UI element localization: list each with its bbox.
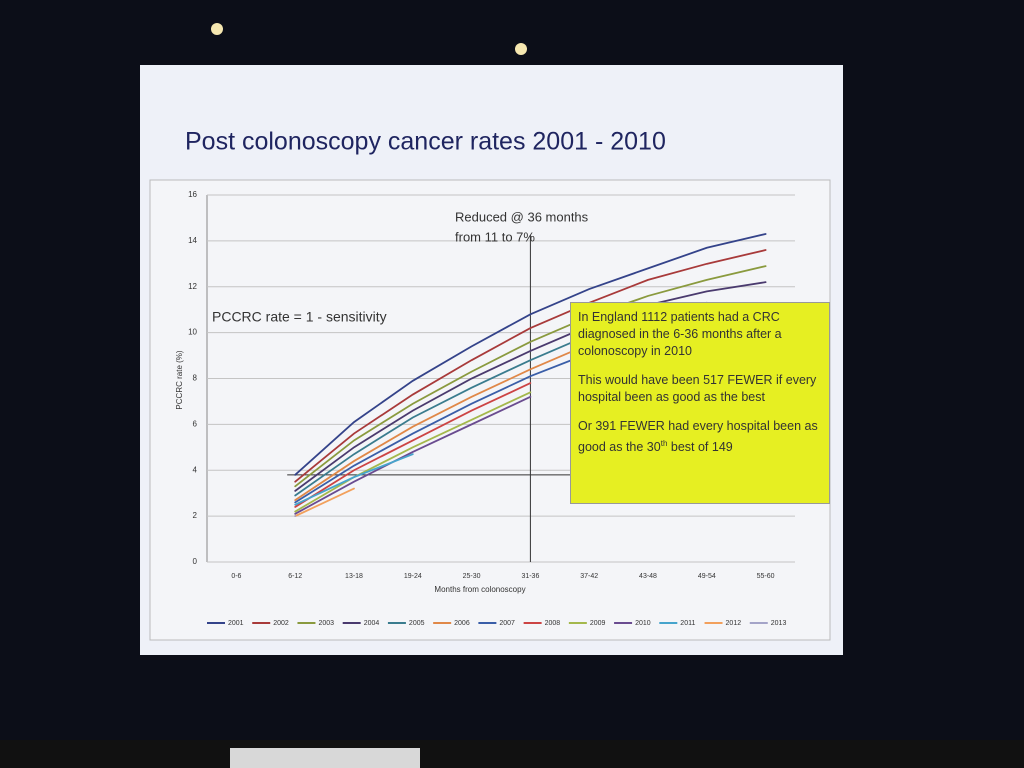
legend-label: 2011: [680, 620, 695, 627]
x-tick-label: 0-6: [231, 573, 241, 580]
annotation: PCCRC rate = 1 - sensitivity: [212, 309, 387, 325]
stage: [0, 740, 1024, 768]
legend-label: 2010: [635, 620, 651, 627]
legend-label: 2002: [273, 620, 289, 627]
callout-text: This would have been 517 FEWER if every …: [578, 373, 817, 404]
ceiling-light: [515, 43, 527, 55]
x-axis-label: Months from colonoscopy: [434, 585, 525, 594]
legend-label: 2008: [545, 620, 561, 627]
series-line: [294, 352, 591, 504]
y-tick-label: 16: [188, 190, 197, 199]
legend-label: 2001: [228, 620, 244, 627]
series-line: [294, 487, 355, 518]
legend-label: 2003: [318, 620, 334, 627]
series-line: [294, 249, 767, 483]
x-tick-label: 25-30: [463, 573, 481, 580]
y-tick-label: 0: [193, 557, 198, 566]
legend-label: 2006: [454, 620, 470, 627]
legend-label: 2005: [409, 620, 425, 627]
series-line: [294, 281, 767, 492]
series-line: [294, 391, 532, 513]
y-tick-label: 8: [193, 374, 198, 383]
callout-text: Or 391 FEWER had every hospital been as …: [578, 419, 818, 455]
series-line: [294, 233, 767, 476]
x-tick-label: 31-36: [521, 573, 539, 580]
table: [230, 748, 420, 768]
chart-title: Post colonoscopy cancer rates 2001 - 201…: [185, 128, 666, 156]
y-tick-label: 4: [193, 465, 198, 474]
callout-box: In England 1112 patients had a CRC diagn…: [570, 302, 830, 504]
callout-text: In England 1112 patients had a CRC diagn…: [578, 310, 782, 358]
callout-text: best of 149: [667, 440, 733, 455]
annotation: Reduced @ 36 months: [455, 209, 589, 224]
legend-label: 2004: [364, 620, 380, 627]
y-tick-label: 6: [193, 419, 198, 428]
series-line: [294, 382, 532, 508]
callout-text: Or 391 FEWER had every hospital been as …: [578, 418, 822, 456]
x-tick-label: 49-54: [698, 573, 716, 580]
y-tick-label: 14: [188, 236, 197, 245]
ceiling-light: [211, 23, 223, 35]
x-tick-label: 55-60: [757, 573, 775, 580]
callout-text: th: [660, 439, 668, 448]
y-tick-label: 10: [188, 328, 197, 337]
y-tick-label: 2: [193, 511, 198, 520]
y-axis-label: PCCRC rate (%): [175, 350, 184, 409]
x-tick-label: 19-24: [404, 573, 422, 580]
legend-label: 2013: [771, 620, 787, 627]
annotation: from 11 to 7%: [455, 229, 535, 244]
x-tick-label: 13-18: [345, 573, 363, 580]
legend-label: 2012: [726, 620, 742, 627]
x-tick-label: 37-42: [580, 573, 598, 580]
legend-label: 2009: [590, 620, 606, 627]
legend-label: 2007: [499, 620, 515, 627]
series-line: [294, 453, 414, 506]
series-line: [294, 395, 532, 515]
x-tick-label: 43-48: [639, 573, 657, 580]
x-tick-label: 6-12: [288, 573, 302, 580]
series-line: [294, 265, 767, 488]
y-tick-label: 12: [188, 282, 197, 291]
